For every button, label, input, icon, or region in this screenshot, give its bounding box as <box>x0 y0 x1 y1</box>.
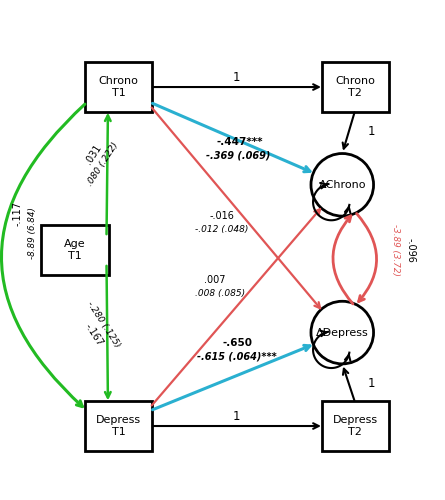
Text: -.012 (.048): -.012 (.048) <box>195 224 249 234</box>
Text: -.096: -.096 <box>406 238 416 262</box>
FancyBboxPatch shape <box>41 225 109 275</box>
Circle shape <box>311 154 373 216</box>
Text: .080 (.222): .080 (.222) <box>85 140 120 188</box>
Text: Age
T1: Age T1 <box>64 239 86 261</box>
Circle shape <box>311 302 373 364</box>
Text: Depress
T2: Depress T2 <box>333 415 378 437</box>
Text: 1: 1 <box>233 71 241 84</box>
Text: 1: 1 <box>233 410 241 423</box>
Text: .008 (.085): .008 (.085) <box>195 289 246 298</box>
Text: -.016: -.016 <box>210 211 235 221</box>
Text: 1: 1 <box>368 125 375 138</box>
FancyBboxPatch shape <box>322 401 389 451</box>
Text: -.650: -.650 <box>223 338 253 348</box>
Text: Chrono
T2: Chrono T2 <box>336 76 375 98</box>
Text: -.167: -.167 <box>83 322 105 348</box>
Text: -.117: -.117 <box>12 200 22 226</box>
Text: 1: 1 <box>368 377 375 390</box>
Text: .007: .007 <box>204 276 226 285</box>
Text: ΔChrono: ΔChrono <box>319 180 366 190</box>
FancyBboxPatch shape <box>85 401 152 451</box>
Text: -8.89 (6.84): -8.89 (6.84) <box>28 206 37 258</box>
Text: -.280 (.125): -.280 (.125) <box>85 300 121 350</box>
FancyBboxPatch shape <box>85 62 152 112</box>
Text: -.369 (.069): -.369 (.069) <box>206 150 270 160</box>
FancyBboxPatch shape <box>322 62 389 112</box>
Text: -.447***: -.447*** <box>217 137 263 147</box>
Text: ΔDepress: ΔDepress <box>316 328 368 338</box>
Text: Depress
T1: Depress T1 <box>96 415 141 437</box>
Text: Chrono
T1: Chrono T1 <box>98 76 138 98</box>
Text: .031: .031 <box>83 142 103 166</box>
Text: -.615 (.064)***: -.615 (.064)*** <box>197 352 276 362</box>
Text: -3.89 (3.72): -3.89 (3.72) <box>391 224 400 276</box>
